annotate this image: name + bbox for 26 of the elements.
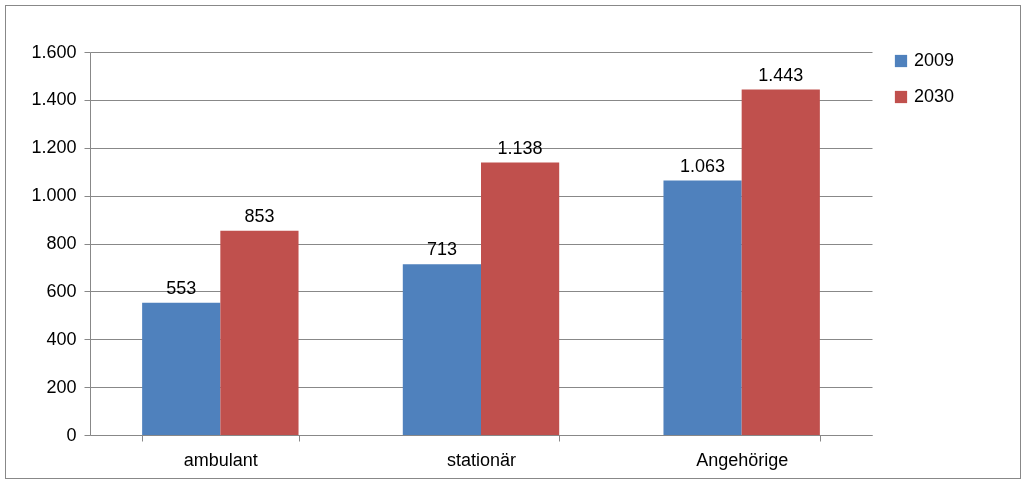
data-label: 853: [244, 205, 275, 226]
y-tick-label: 800: [46, 233, 77, 253]
data-label: 1.063: [680, 155, 726, 176]
y-tick-label: 1.000: [31, 185, 77, 206]
y-tick-label: 600: [46, 280, 77, 301]
y-tick-label: 1.400: [31, 89, 77, 110]
legend-label: 2030: [914, 86, 955, 106]
bar: [402, 264, 481, 435]
y-tick-label: 1.200: [31, 137, 77, 158]
bar: [220, 230, 299, 435]
data-label: 1.138: [497, 137, 543, 158]
x-tick-label: ambulant: [183, 449, 258, 470]
bar: [481, 162, 560, 435]
bar: [741, 89, 820, 435]
x-tick-label: stationär: [446, 449, 517, 470]
y-tick-label: 400: [46, 328, 77, 349]
data-label: 553: [166, 277, 197, 298]
bar: [663, 180, 742, 435]
y-tick-label: 0: [66, 424, 77, 445]
y-tick-label: 1.600: [31, 41, 77, 62]
data-label: 713: [426, 239, 457, 260]
x-tick-label: Angehörige: [696, 449, 789, 470]
y-tick-label: 200: [46, 376, 77, 397]
legend-label: 2009: [914, 50, 955, 70]
data-label: 1.443: [758, 64, 804, 85]
bar: [142, 302, 221, 435]
